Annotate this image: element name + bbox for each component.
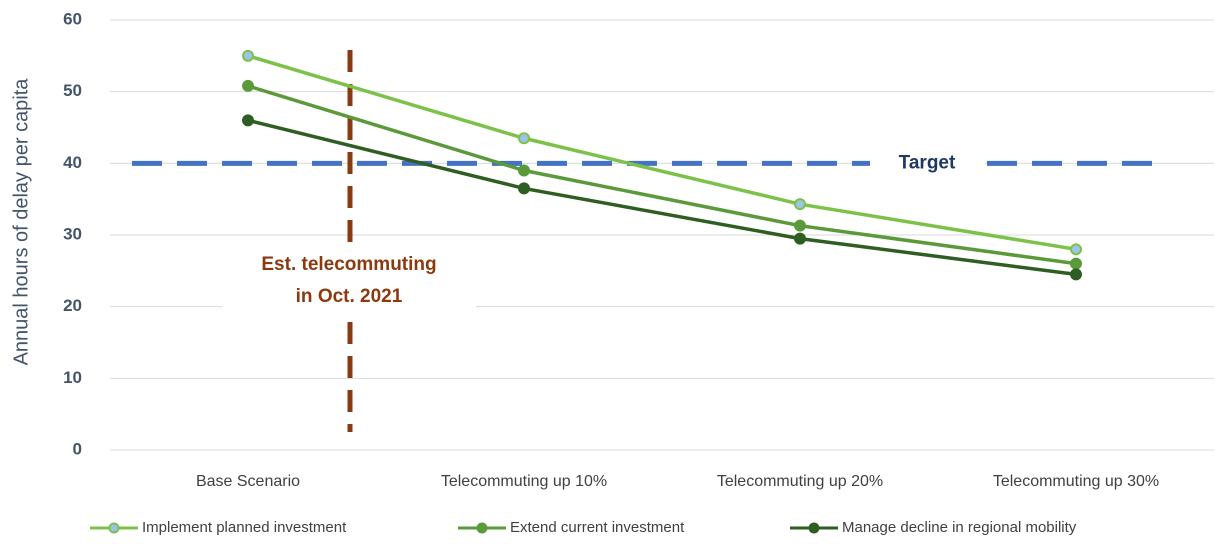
legend-marker [476,522,488,534]
data-point [518,132,530,145]
data-point [518,164,530,177]
series-line [247,118,1077,277]
x-tick-label: Base Scenario [196,473,300,490]
series-line [247,84,1077,266]
legend-marker [108,522,120,534]
legend-marker [808,522,820,534]
data-point [1070,268,1082,281]
legend-label: Extend current investment [510,519,685,536]
y-tick-label: 40 [63,153,82,172]
annotation-text: in Oct. 2021 [296,286,403,307]
data-point [518,182,530,195]
data-point [794,219,806,232]
data-point [1070,257,1082,270]
data-point [794,232,806,245]
y-tick-label: 0 [73,439,82,458]
annotation-background [222,248,476,312]
data-point [242,79,254,92]
legend-label: Manage decline in regional mobility [842,519,1077,536]
series-line [247,54,1077,252]
data-point [794,198,806,211]
y-tick-label: 10 [63,368,82,387]
x-tick-label: Telecommuting up 20% [717,473,883,490]
y-tick-label: 60 [63,9,82,28]
data-point [242,49,254,62]
target-label: Target [899,152,956,173]
annotation-text: Est. telecommuting [261,254,436,275]
target-label-background [870,149,985,178]
y-tick-label: 50 [63,81,82,100]
data-point [1070,243,1082,256]
y-tick-label: 30 [63,224,82,243]
x-tick-label: Telecommuting up 10% [441,473,607,490]
data-point [242,114,254,127]
x-tick-label: Telecommuting up 30% [993,473,1159,490]
y-axis-label: Annual hours of delay per capita [10,78,32,366]
y-tick-label: 20 [63,296,82,315]
legend-label: Implement planned investment [142,519,347,536]
